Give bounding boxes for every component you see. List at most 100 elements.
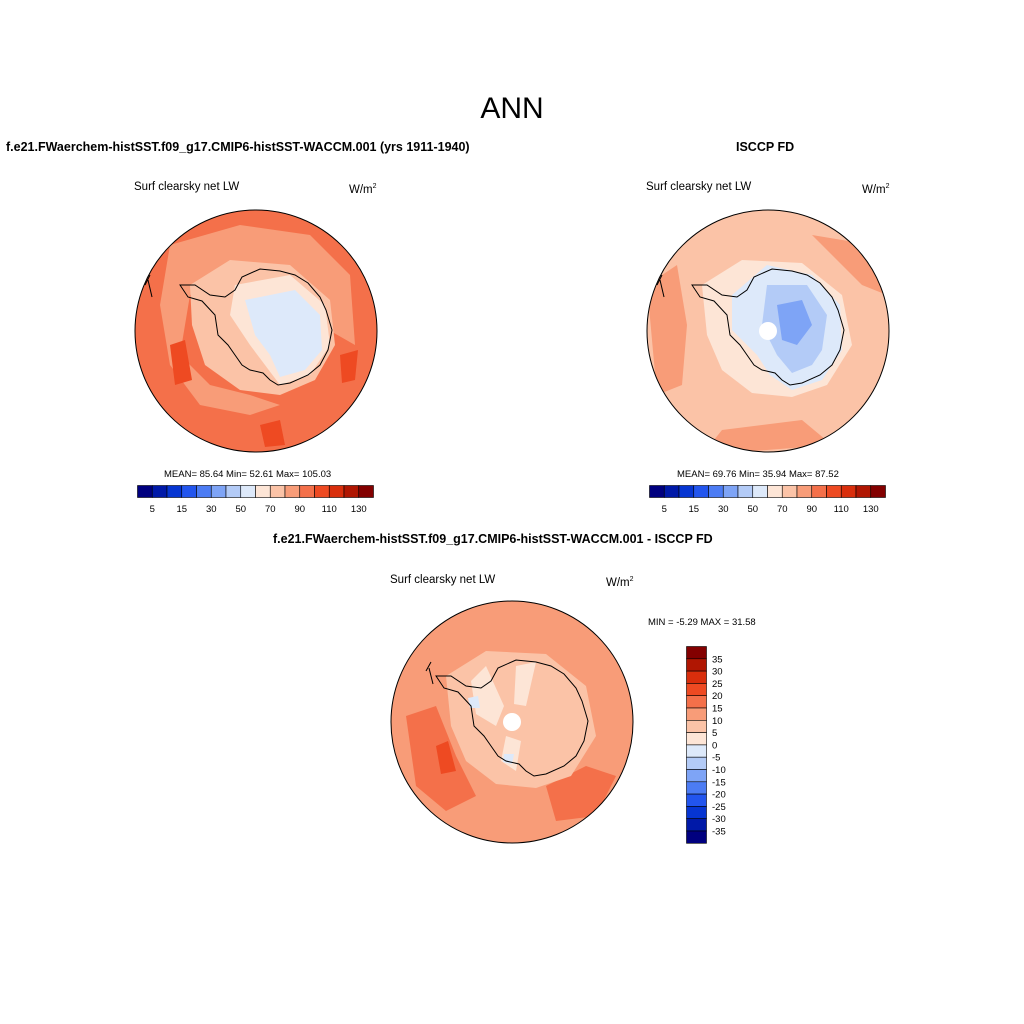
colorbar-box <box>166 485 183 498</box>
colorbar-box <box>686 658 707 672</box>
colorbar-box <box>240 485 256 498</box>
colorbar-box <box>328 485 345 498</box>
colorbar-tick-label: 5 <box>712 728 717 739</box>
panel2-units: W/m2 <box>862 183 890 196</box>
colorbar-tick-label: -30 <box>712 814 726 825</box>
colorbar-tick-label: 70 <box>265 504 276 515</box>
panel2-pole-mask <box>759 322 777 340</box>
colorbar-box <box>210 485 227 498</box>
panel3-field-contour <box>468 696 480 708</box>
colorbar-tick-label: -20 <box>712 790 726 801</box>
panel2-coastline <box>656 274 665 298</box>
panel1-map <box>134 209 378 453</box>
panel1-coastline <box>179 268 333 386</box>
colorbar-tick-label: 5 <box>662 504 667 515</box>
panel3-stats: MIN = -5.29 MAX = 31.58 <box>648 617 756 628</box>
panel3-coastline <box>435 659 589 777</box>
colorbar-tick-label: 25 <box>712 679 723 690</box>
panel1-field-contour <box>260 420 285 447</box>
panel3-title: f.e21.FWaerchem-histSST.f09_g17.CMIP6-hi… <box>273 532 713 546</box>
colorbar-tick-label: -15 <box>712 777 726 788</box>
colorbar-box <box>870 485 886 498</box>
colorbar-tick-label: 130 <box>351 504 367 515</box>
colorbar-box <box>678 485 695 498</box>
colorbar-box <box>686 806 707 819</box>
colorbar-box <box>826 485 842 498</box>
panel3-field-contour <box>436 741 456 774</box>
panel2-map <box>646 209 890 453</box>
colorbar-tick-label: -5 <box>712 753 720 764</box>
colorbar-tick-label: 15 <box>712 704 723 715</box>
panel2-coastline <box>691 268 845 386</box>
colorbar-box <box>151 485 168 498</box>
colorbar-box <box>708 485 724 498</box>
panel1-field-label: Surf clearsky net LW <box>134 181 240 193</box>
colorbar-box <box>686 830 707 844</box>
colorbar-tick-label: 30 <box>712 667 723 678</box>
colorbar-tick-label: -25 <box>712 802 726 813</box>
colorbar-box <box>137 485 153 498</box>
colorbar-tick-label: 20 <box>712 691 723 702</box>
panel2-colorbar: 5 15 30 50 70 90 110 130 <box>649 485 886 524</box>
colorbar-tick-label: 50 <box>747 504 758 515</box>
colorbar-box <box>269 485 286 498</box>
colorbar-tick-label: 35 <box>712 654 723 665</box>
colorbar-box <box>686 744 707 758</box>
colorbar-tick-label: 50 <box>235 504 246 515</box>
panel1-stats: MEAN= 85.64 Min= 52.61 Max= 105.03 <box>164 469 332 480</box>
colorbar-tick-label: 110 <box>322 504 337 515</box>
colorbar-box <box>752 485 768 498</box>
colorbar-box <box>284 485 301 498</box>
panel3-field-contour <box>514 662 536 706</box>
colorbar-tick-label: 10 <box>712 716 723 727</box>
panel3-map <box>390 600 634 844</box>
colorbar-box <box>686 695 707 709</box>
colorbar-box <box>686 646 707 660</box>
colorbar-box <box>686 781 707 795</box>
colorbar-tick-label: 0 <box>712 740 717 751</box>
colorbar-tick-label: 5 <box>150 504 155 515</box>
panel2-title: ISCCP FD <box>736 140 795 154</box>
colorbar-tick-label: 30 <box>206 504 217 515</box>
colorbar-box <box>781 485 798 498</box>
colorbar-box <box>840 485 857 498</box>
panel3-units: W/m2 <box>606 576 634 589</box>
colorbar-tick-label: 110 <box>834 504 849 515</box>
colorbar-box <box>255 485 271 498</box>
colorbar-box <box>693 485 709 498</box>
panel1-field-contour <box>160 225 355 415</box>
colorbar-tick-label: 30 <box>718 504 729 515</box>
colorbar-tick-label: 130 <box>863 504 879 515</box>
colorbar-tick-label: 90 <box>294 504 305 515</box>
colorbar-box <box>686 707 707 721</box>
colorbar-box <box>686 683 707 697</box>
colorbar-box <box>686 793 707 807</box>
colorbar-tick-label: 90 <box>806 504 817 515</box>
panel3-field-label: Surf clearsky net LW <box>390 574 496 586</box>
panel3-field-contour <box>471 666 504 726</box>
colorbar-tick-label: 15 <box>176 504 187 515</box>
figure-title: ANN <box>480 92 544 125</box>
colorbar-box <box>737 485 754 498</box>
colorbar-box <box>181 485 197 498</box>
panel2-field-contour <box>777 300 812 345</box>
colorbar-box <box>686 769 707 783</box>
colorbar-tick-label: -10 <box>712 765 726 776</box>
colorbar-box <box>686 818 707 832</box>
colorbar-box <box>299 485 315 498</box>
colorbar-box <box>722 485 739 498</box>
panel1-title: f.e21.FWaerchem-histSST.f09_g17.CMIP6-hi… <box>6 140 470 154</box>
panel2-stats: MEAN= 69.76 Min= 35.94 Max= 87.52 <box>677 469 839 480</box>
panel2-field-contour <box>702 420 832 452</box>
colorbar-box <box>796 485 813 498</box>
panel1-field-contour <box>170 340 192 385</box>
panel3-coastline <box>425 661 434 685</box>
panel2-field-label: Surf clearsky net LW <box>646 181 752 193</box>
colorbar-box <box>811 485 827 498</box>
colorbar-box <box>855 485 872 498</box>
colorbar-box <box>686 732 707 746</box>
panel3-colorbar: 35 30 25 20 15 10 5 0 -5 -10 -15 -20 -25 -30 -35 <box>686 646 736 849</box>
colorbar-box <box>686 670 707 684</box>
panel3-pole-mask <box>503 713 521 731</box>
panel3-field-contour <box>503 754 514 764</box>
